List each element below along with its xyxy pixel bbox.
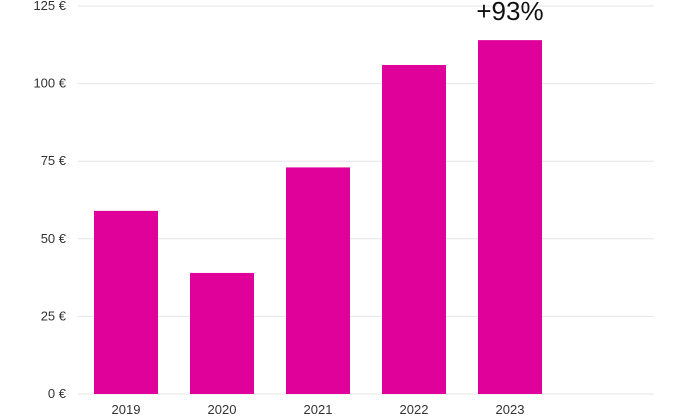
x-axis-tick-labels: 2019 2020 2021 2022 2023 [112,402,525,416]
x-tick-label: 2021 [304,402,333,416]
y-tick-label: 100 € [33,76,66,91]
x-tick-label: 2020 [208,402,237,416]
y-axis-tick-labels: 0 € 25 € 50 € 75 € 100 € 125 € [33,0,66,401]
gridlines [78,5,654,395]
bar-2023 [478,40,542,394]
x-tick-label: 2019 [112,402,141,416]
y-tick-label: 75 € [41,153,67,168]
bar-2019 [94,210,158,394]
y-tick-label: 0 € [48,386,67,401]
bar-2021 [286,167,350,394]
x-tick-label: 2022 [400,402,429,416]
y-tick-label: 125 € [33,0,66,13]
bar-2022 [382,64,446,394]
y-tick-label: 50 € [41,231,67,246]
x-tick-label: 2023 [496,402,525,416]
bar-2020 [190,272,254,394]
bars [94,40,542,394]
y-tick-label: 25 € [41,308,67,323]
growth-annotation: +93% [476,0,543,26]
